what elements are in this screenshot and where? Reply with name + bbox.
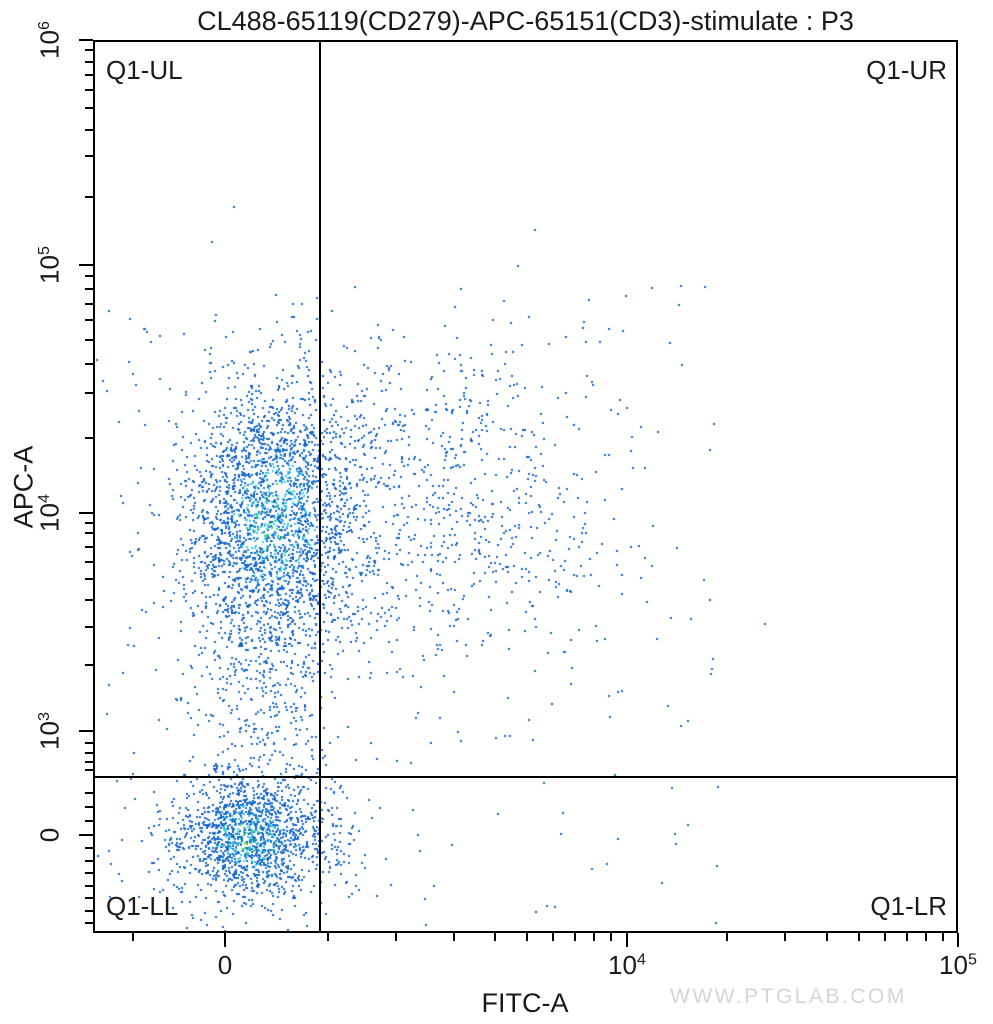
y-axis-minor-tick bbox=[85, 339, 93, 341]
x-axis-minor-tick bbox=[942, 933, 944, 941]
plot-frame bbox=[93, 40, 958, 933]
y-axis-minor-tick bbox=[85, 49, 93, 51]
y-axis-minor-tick bbox=[85, 196, 93, 198]
x-axis-minor-tick bbox=[552, 933, 554, 941]
x-tick-label: 0 bbox=[217, 950, 233, 980]
quadrant-gate-horizontal-line bbox=[93, 776, 958, 778]
y-axis-minor-tick bbox=[85, 392, 93, 394]
y-axis-minor-tick bbox=[85, 275, 93, 277]
y-axis-minor-tick bbox=[85, 872, 93, 874]
x-axis-minor-tick bbox=[858, 933, 860, 941]
y-axis-minor-tick bbox=[85, 885, 93, 887]
y-axis-minor-tick bbox=[85, 319, 93, 321]
y-axis-minor-tick bbox=[85, 897, 93, 899]
x-axis-major-tick bbox=[626, 933, 628, 947]
x-axis-minor-tick bbox=[726, 933, 728, 941]
y-axis-minor-tick bbox=[85, 922, 93, 924]
x-axis-major-tick bbox=[957, 933, 959, 947]
x-axis-minor-tick bbox=[906, 933, 908, 941]
y-axis-minor-tick bbox=[85, 74, 93, 76]
quadrant-label-ll: Q1-LL bbox=[106, 891, 179, 921]
y-axis-minor-tick bbox=[85, 561, 93, 563]
x-axis-minor-tick bbox=[784, 933, 786, 941]
x-axis-minor-tick bbox=[826, 933, 828, 941]
x-axis-minor-tick bbox=[925, 933, 927, 941]
quadrant-label-ul: Q1-UL bbox=[106, 55, 183, 85]
y-axis-minor-tick bbox=[85, 363, 93, 365]
x-axis-minor-tick bbox=[884, 933, 886, 941]
quadrant-gate-vertical-line bbox=[319, 40, 321, 933]
y-tick-label: 106 bbox=[34, 21, 65, 59]
x-axis-minor-tick bbox=[610, 933, 612, 941]
chart-title: CL488-65119(CD279)-APC-65151(CD3)-stimul… bbox=[197, 6, 854, 36]
y-tick-label: 103 bbox=[34, 712, 65, 750]
y-axis-minor-tick bbox=[85, 664, 93, 666]
y-axis-minor-tick bbox=[85, 742, 93, 744]
y-axis-minor-tick bbox=[85, 437, 93, 439]
quadrant-label-ur: Q1-UR bbox=[866, 55, 947, 85]
y-axis-minor-tick bbox=[85, 847, 93, 849]
y-axis-minor-tick bbox=[85, 532, 93, 534]
y-axis-minor-tick bbox=[85, 761, 93, 763]
y-axis-minor-tick bbox=[85, 626, 93, 628]
y-axis-major-tick bbox=[79, 264, 93, 266]
x-axis-minor-tick bbox=[327, 933, 329, 941]
y-axis-minor-tick bbox=[85, 752, 93, 754]
y-axis-major-tick bbox=[79, 39, 93, 41]
y-axis-minor-tick bbox=[85, 792, 93, 794]
x-axis-minor-tick bbox=[574, 933, 576, 941]
x-tick-label: 105 bbox=[939, 950, 977, 980]
y-axis-major-tick bbox=[79, 512, 93, 514]
x-axis-minor-tick bbox=[526, 933, 528, 941]
x-axis-minor-tick bbox=[593, 933, 595, 941]
y-axis-minor-tick bbox=[85, 820, 93, 822]
y-axis-minor-tick bbox=[85, 89, 93, 91]
y-axis-major-tick bbox=[79, 834, 93, 836]
x-axis-minor-tick bbox=[494, 933, 496, 941]
x-axis-label: FITC-A bbox=[481, 988, 569, 1018]
y-axis-minor-tick bbox=[85, 155, 93, 157]
y-axis-minor-tick bbox=[85, 303, 93, 305]
y-axis-minor-tick bbox=[85, 522, 93, 524]
y-axis-minor-tick bbox=[85, 61, 93, 63]
y-axis-minor-tick bbox=[85, 769, 93, 771]
x-tick-label: 104 bbox=[608, 950, 646, 980]
y-axis-minor-tick bbox=[85, 288, 93, 290]
y-axis-minor-tick bbox=[85, 910, 93, 912]
y-axis-label: APC-A bbox=[8, 445, 39, 529]
x-axis-minor-tick bbox=[132, 933, 134, 941]
y-tick-label: 0 bbox=[34, 827, 65, 843]
y-axis-major-tick bbox=[79, 730, 93, 732]
y-axis-minor-tick bbox=[85, 578, 93, 580]
x-axis-major-tick bbox=[224, 933, 226, 947]
quadrant-label-lr: Q1-LR bbox=[870, 891, 947, 921]
y-tick-label: 105 bbox=[34, 246, 65, 284]
watermark: WWW.PTGLAB.COM bbox=[670, 985, 907, 1008]
y-axis-minor-tick bbox=[85, 129, 93, 131]
y-axis-minor-tick bbox=[85, 860, 93, 862]
y-axis-minor-tick bbox=[85, 546, 93, 548]
y-axis-minor-tick bbox=[85, 806, 93, 808]
y-axis-minor-tick bbox=[85, 599, 93, 601]
y-axis-minor-tick bbox=[85, 107, 93, 109]
x-axis-minor-tick bbox=[453, 933, 455, 941]
x-axis-minor-tick bbox=[395, 933, 397, 941]
